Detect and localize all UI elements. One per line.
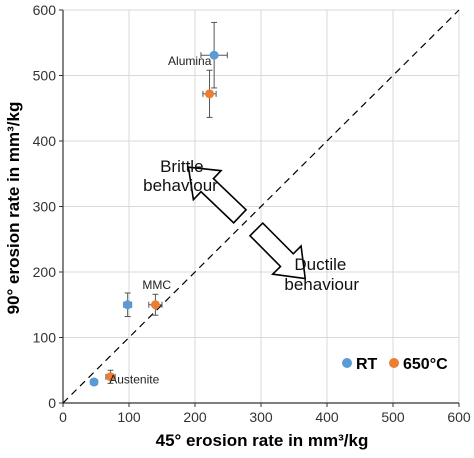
y-tick-label: 500 bbox=[33, 68, 57, 84]
x-tick-label: 600 bbox=[447, 409, 471, 425]
annotation-label: MMC bbox=[142, 278, 171, 292]
rt-data-point bbox=[123, 300, 133, 310]
axes: 0 100 200 300 400 500 600 0 100 200 300 400 500 600 bbox=[33, 2, 471, 425]
annotation-label: Ductile bbox=[294, 255, 346, 274]
x-tick-label: 300 bbox=[249, 409, 273, 425]
650-c-legend-marker bbox=[389, 358, 399, 368]
annotation-label: Austenite bbox=[109, 372, 159, 386]
y-tick-label: 200 bbox=[33, 264, 57, 280]
annotations: AluminaMMCAusteniteBrittlebehaviourDucti… bbox=[109, 54, 359, 386]
down-right-arrow bbox=[248, 221, 307, 280]
650-c-data-point bbox=[205, 89, 215, 99]
rt-legend-marker bbox=[342, 358, 352, 368]
annotation-label: Brittle bbox=[160, 157, 203, 176]
y-tick-label: 100 bbox=[33, 330, 57, 346]
y-tick-label: 400 bbox=[33, 133, 57, 149]
y-tick-label: 0 bbox=[48, 395, 56, 411]
x-tick-label: 0 bbox=[59, 409, 67, 425]
rt-data-point bbox=[209, 50, 219, 60]
rt-data-point bbox=[89, 377, 99, 387]
650-c-data-point bbox=[106, 372, 116, 382]
annotation-label: behaviour bbox=[143, 176, 218, 195]
650-c-legend-label: 650°C bbox=[403, 356, 448, 373]
annotation-label: Alumina bbox=[168, 54, 212, 68]
up-left-arrow bbox=[187, 166, 248, 224]
650-c-data-point bbox=[150, 300, 160, 310]
x-tick-label: 400 bbox=[315, 409, 339, 425]
equal-erosion-reference-line bbox=[62, 9, 460, 404]
x-tick-label: 100 bbox=[117, 409, 141, 425]
annotation-label: behaviour bbox=[284, 275, 359, 294]
y-tick-label: 300 bbox=[33, 199, 57, 215]
x-axis-title: 45° erosion rate in mm³/kg bbox=[156, 431, 369, 450]
data-points bbox=[89, 21, 228, 387]
y-axis-title: 90° erosion rate in mm³/kg bbox=[4, 102, 23, 315]
legend: RT 650°C bbox=[342, 356, 448, 373]
y-tick-label: 600 bbox=[33, 2, 57, 18]
rt-legend-label: RT bbox=[356, 356, 378, 373]
x-tick-label: 500 bbox=[381, 409, 405, 425]
x-tick-label: 200 bbox=[183, 409, 207, 425]
behaviour-arrows bbox=[187, 166, 307, 280]
